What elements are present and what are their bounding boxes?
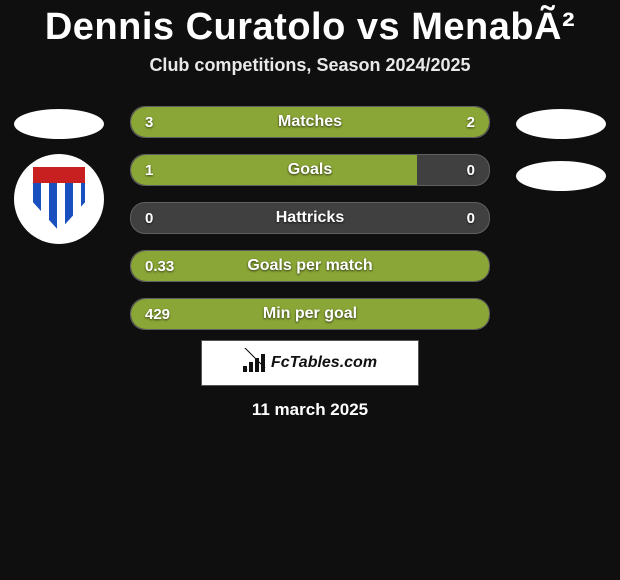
bar-chart-icon bbox=[243, 354, 265, 372]
stat-value-right bbox=[461, 251, 489, 281]
stat-label: Matches bbox=[278, 113, 342, 131]
player-right-avatar bbox=[516, 109, 606, 139]
stat-value-left: 0.33 bbox=[131, 251, 188, 281]
stat-bars: 3 2 Matches 1 0 Goals 0 0 Hattricks 0.33 Goals per… bbox=[130, 106, 490, 346]
stat-fill-left bbox=[131, 155, 417, 185]
stat-row: 0.33 Goals per match bbox=[130, 250, 490, 282]
stat-row: 1 0 Goals bbox=[130, 154, 490, 186]
stat-row: 3 2 Matches bbox=[130, 106, 490, 138]
stat-value-left: 429 bbox=[131, 299, 184, 329]
stat-value-left: 3 bbox=[131, 107, 167, 137]
date-label: 11 march 2025 bbox=[0, 400, 620, 420]
stat-value-right: 0 bbox=[453, 155, 489, 185]
stat-value-left: 1 bbox=[131, 155, 167, 185]
stat-label: Goals per match bbox=[247, 257, 372, 275]
page-title: Dennis Curatolo vs MenabÃ² bbox=[0, 6, 620, 49]
shield-icon bbox=[33, 167, 85, 231]
stat-value-right: 0 bbox=[453, 203, 489, 233]
stat-value-right: 2 bbox=[453, 107, 489, 137]
player-left-avatar bbox=[14, 109, 104, 139]
footer-area: FcTables.com 11 march 2025 bbox=[0, 340, 620, 420]
club-right-avatar bbox=[516, 161, 606, 191]
brand-badge: FcTables.com bbox=[201, 340, 419, 386]
stat-value-left: 0 bbox=[131, 203, 167, 233]
brand-text: FcTables.com bbox=[271, 354, 377, 372]
comparison-card: Dennis Curatolo vs MenabÃ² Club competit… bbox=[0, 6, 620, 580]
stat-row: 0 0 Hattricks bbox=[130, 202, 490, 234]
stat-label: Hattricks bbox=[276, 209, 344, 227]
stat-label: Min per goal bbox=[263, 305, 357, 323]
stat-row: 429 Min per goal bbox=[130, 298, 490, 330]
stat-label: Goals bbox=[288, 161, 332, 179]
club-left-crest bbox=[14, 154, 104, 244]
stat-value-right bbox=[461, 299, 489, 329]
page-subtitle: Club competitions, Season 2024/2025 bbox=[0, 55, 620, 76]
